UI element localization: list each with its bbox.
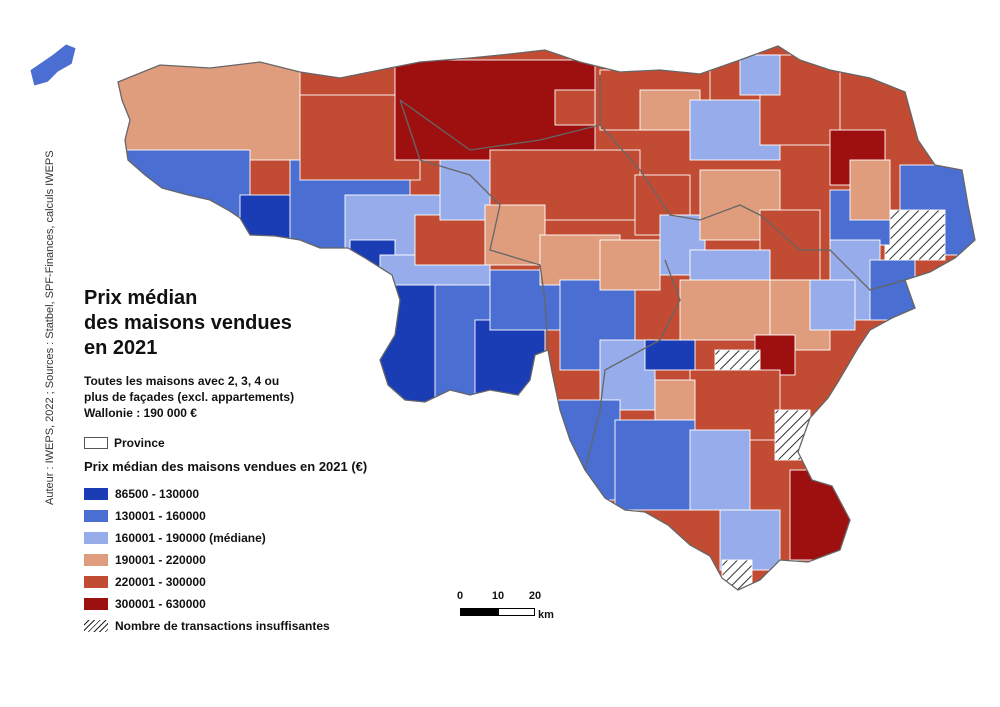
scale-segment-black (460, 608, 498, 616)
legend-item: 220001 - 300000 (84, 571, 330, 593)
scale-tick-0: 0 (456, 590, 464, 602)
legend-swatch (84, 576, 108, 588)
legend-title: Prix médian des maisons vendues en 2021 … (84, 459, 368, 474)
province-border-namur-luxembourg (584, 259, 681, 471)
legend: 86500 - 130000 130001 - 160000 160001 - … (84, 483, 330, 637)
comines-exclave (29, 43, 77, 87)
region-insufficient-3 (774, 409, 811, 461)
subtitle-line-3: Wallonie : 190 000 € (84, 406, 197, 420)
map-title: Prix médian des maisons vendues en 2021 (84, 286, 292, 361)
scale-bar: 0 10 20 km (455, 590, 565, 630)
scale-segment-white (498, 608, 535, 616)
legend-swatch (84, 510, 108, 522)
hatch-swatch (84, 620, 108, 632)
legend-label: 220001 - 300000 (115, 575, 206, 589)
province-legend: Province (84, 436, 165, 450)
map-subtitle: Toutes les maisons avec 2, 3, 4 ou plus … (84, 373, 294, 421)
scale-unit: km (538, 609, 554, 621)
legend-item: 190001 - 220000 (84, 549, 330, 571)
legend-label: 300001 - 630000 (115, 597, 206, 611)
region-saint-hubert (654, 379, 696, 421)
title-line-1: Prix médian (84, 287, 198, 309)
province-swatch (84, 437, 108, 449)
legend-item: 300001 - 630000 (84, 593, 330, 615)
legend-label-insufficient: Nombre de transactions insuffisantes (115, 619, 330, 633)
region-neufchateau (689, 429, 751, 511)
wallonia-border (117, 45, 976, 591)
region-tournai (118, 59, 301, 161)
legend-swatch (84, 554, 108, 566)
legend-item: 130001 - 160000 (84, 505, 330, 527)
subtitle-line-2: plus de façades (excl. appartements) (84, 390, 295, 404)
province-border-liege-luxembourg (759, 214, 906, 291)
legend-swatch (84, 598, 108, 610)
region-spa (849, 159, 891, 221)
legend-swatch (84, 488, 108, 500)
scale-tick-10: 10 (491, 590, 505, 602)
region-visé (739, 54, 781, 96)
region-insufficient-1 (884, 209, 946, 261)
legend-item-insufficient: Nombre de transactions insuffisantes (84, 615, 330, 637)
legend-item: 86500 - 130000 (84, 483, 330, 505)
region-gembloux (484, 204, 546, 266)
legend-label: 190001 - 220000 (115, 553, 206, 567)
legend-label: 160001 - 190000 (médiane) (115, 531, 266, 545)
region-bastogne (754, 334, 796, 376)
scale-tick-20: 20 (528, 590, 542, 602)
province-border-brabant (399, 75, 601, 151)
title-line-3: en 2021 (84, 337, 158, 359)
legend-item: 160001 - 190000 (médiane) (84, 527, 330, 549)
province-border-hainaut-namur (399, 99, 549, 351)
legend-swatch (84, 532, 108, 544)
province-legend-label: Province (114, 436, 165, 450)
region-ciney (599, 239, 661, 291)
legend-label: 130001 - 160000 (115, 509, 206, 523)
region-st-vith (869, 259, 916, 321)
subtitle-line-1: Toutes les maisons avec 2, 3, 4 ou (84, 374, 280, 388)
region-jodoigne (554, 89, 596, 126)
legend-label: 86500 - 130000 (115, 487, 200, 501)
region-sambre (414, 214, 486, 266)
region-durbuy (679, 279, 771, 341)
region-libramont (689, 369, 781, 441)
title-line-2: des maisons vendues (84, 312, 292, 334)
region-bouillon (614, 419, 696, 511)
region-houffalize (809, 279, 856, 331)
region-rochefort (644, 339, 696, 371)
region-gedinne (539, 399, 621, 501)
credit-text: Auteur : IWEPS, 2022 ; Sources : Statbel… (44, 150, 56, 505)
province-border-namur-liege (599, 124, 761, 221)
